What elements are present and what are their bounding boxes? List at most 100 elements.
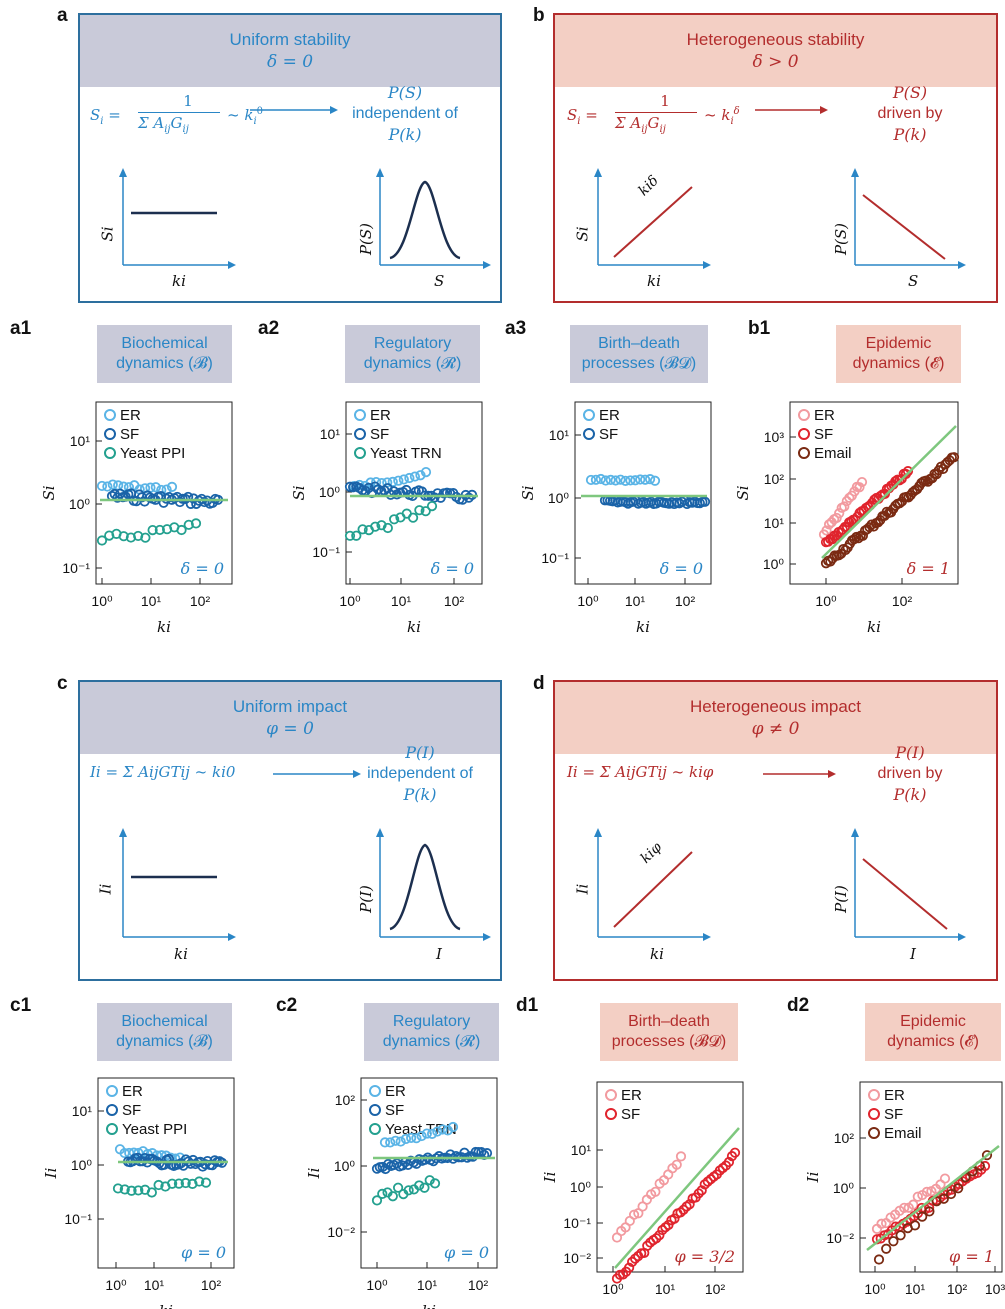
panel-d-xlabel: ki <box>650 945 664 963</box>
panel-b-param: δ > 0 <box>752 52 799 72</box>
panel-label-d1: d1 <box>516 995 539 1016</box>
panel-d-title: Heterogeneous impact <box>689 697 862 716</box>
panel-b1-tag-1: Epidemic <box>865 335 932 352</box>
c2-point <box>371 1195 383 1206</box>
a1-ytick-label: 10⁰ <box>69 496 91 512</box>
c2-point <box>395 1136 406 1147</box>
panel-d1-tag: Birth–death processes (𝓑𝓓) <box>600 1003 738 1061</box>
panel-a-ylabel2: P(S) <box>357 222 376 256</box>
c2-point <box>429 1178 441 1189</box>
a1-legend-marker <box>104 447 116 459</box>
d2-xtick-label: 10⁰ <box>864 1281 886 1297</box>
c2-exponent: φ = 0 <box>444 1243 489 1262</box>
c2-legend-label: Yeast TRN <box>385 1121 457 1138</box>
a2-xtick-label: 10² <box>444 593 465 609</box>
a3-xtick-label: 10¹ <box>625 593 646 609</box>
panel-d-arrow <box>763 770 836 778</box>
d2-legend-label: ER <box>884 1087 905 1104</box>
d2-fit-line <box>866 1145 1000 1251</box>
d2-point <box>981 1150 993 1161</box>
a1-legend-label: ER <box>120 407 141 424</box>
a3-point <box>625 475 636 486</box>
c2-legend-marker <box>369 1085 381 1097</box>
c2-ytick-label: 10² <box>335 1092 356 1108</box>
b1-xlabel: ki <box>867 618 881 636</box>
a1-frame <box>95 401 233 585</box>
panel-a1-tag-1: Biochemical <box>121 335 208 352</box>
d2-point <box>895 1230 906 1241</box>
panel-c2-tag-2: dynamics (𝓡) <box>382 1033 481 1050</box>
d1-point <box>617 1269 629 1280</box>
c1-point <box>187 1178 198 1189</box>
a2-point <box>382 522 393 534</box>
a1-exponent: δ = 0 <box>181 559 224 578</box>
c2-point <box>380 1163 391 1175</box>
panel-b-header: Heterogeneous stability δ > 0 <box>555 15 996 87</box>
c2-legend-marker <box>369 1104 381 1116</box>
d1-point <box>654 1230 665 1241</box>
b1-point <box>844 492 855 503</box>
d2-legend-marker <box>868 1127 880 1139</box>
c2-xlabel: ki <box>422 1302 436 1309</box>
c2-point <box>414 1180 425 1191</box>
d1-point <box>693 1188 704 1199</box>
panel-b-xlabel: ki <box>647 272 661 290</box>
panel-a3-tag-1: Birth–death <box>598 335 680 352</box>
c2-point <box>390 1135 401 1146</box>
a2-point <box>404 472 415 484</box>
a3-xlabel: ki <box>636 618 650 636</box>
d1-point <box>671 1159 682 1170</box>
a1-point <box>102 481 113 492</box>
panel-d-box: Heterogeneous impact φ ≠ 0 <box>553 680 998 981</box>
a1-point <box>140 532 151 543</box>
panel-c-ylabel2: P(I) <box>356 885 375 913</box>
c1-frame <box>97 1077 235 1269</box>
b1-point <box>821 525 832 536</box>
c2-point <box>421 1128 432 1139</box>
panel-c-sketch-right <box>376 828 491 941</box>
a2-point <box>370 521 381 532</box>
a1-legend-label: Yeast PPI <box>120 445 185 462</box>
panel-a-sketch-left <box>119 168 236 269</box>
a3-ytick-label: 10¹ <box>549 427 570 443</box>
b1-exponent: δ = 1 <box>907 559 950 578</box>
a1-point <box>123 482 135 493</box>
d1-legend-marker <box>605 1089 617 1101</box>
panel-b-result-2: driven by <box>877 105 943 122</box>
d2-point <box>912 1191 923 1202</box>
d1-xtick-label: 10⁰ <box>602 1281 624 1297</box>
panel-d2-tag: Epidemic dynamics (𝓔) <box>865 1003 1001 1061</box>
panel-a3-tag-2: processes (𝓑𝓓) <box>581 355 697 372</box>
panel-a-box: Uniform stability δ = 0 <box>78 13 502 303</box>
a1-point <box>150 482 161 493</box>
panel-b-ylabel2: P(S) <box>832 222 851 256</box>
panel-a-result-1: P(S) <box>387 83 423 102</box>
c1-ytick-label: 10⁰ <box>71 1157 93 1173</box>
c2-point <box>476 1147 487 1158</box>
a1-point <box>96 535 108 546</box>
a3-point <box>635 474 646 485</box>
a1-xtick-label: 10² <box>190 593 211 609</box>
c2-point <box>481 1148 493 1159</box>
b1-point <box>902 466 914 477</box>
a1-point <box>166 481 178 492</box>
plot-c2: 10⁻² 10⁰ 10² 10⁰ 10¹ 10² Ii ki ER SF Yeast TRN φ = … <box>305 1077 498 1309</box>
a1-xtick-label: 10¹ <box>141 593 162 609</box>
panel-label-b1: b1 <box>748 318 771 339</box>
plot-d2: 10⁻² 10⁰ 10² 10⁰ 10¹ 10² 10³ Ii ki ER SF Email φ = 1 <box>804 1081 1005 1309</box>
panel-d-param: φ ≠ 0 <box>751 719 800 739</box>
a1-point <box>96 480 108 492</box>
c2-point <box>385 1137 396 1148</box>
a3-frame <box>574 401 712 585</box>
c2-legend-marker <box>369 1123 381 1135</box>
panel-c2-tag-1: Regulatory <box>392 1013 471 1030</box>
c1-point <box>119 1184 130 1195</box>
panel-c-param: φ = 0 <box>266 719 314 739</box>
panel-label-c2: c2 <box>276 995 298 1016</box>
panel-a-param: δ = 0 <box>266 52 314 72</box>
panel-a1-tag: Biochemical dynamics (𝓑) <box>97 325 232 383</box>
a2-point <box>415 470 426 481</box>
d1-point <box>675 1151 687 1162</box>
panel-d1-tag-2: processes (𝓑𝓓) <box>611 1033 727 1050</box>
b1-ytick-label: 10⁰ <box>763 556 785 572</box>
